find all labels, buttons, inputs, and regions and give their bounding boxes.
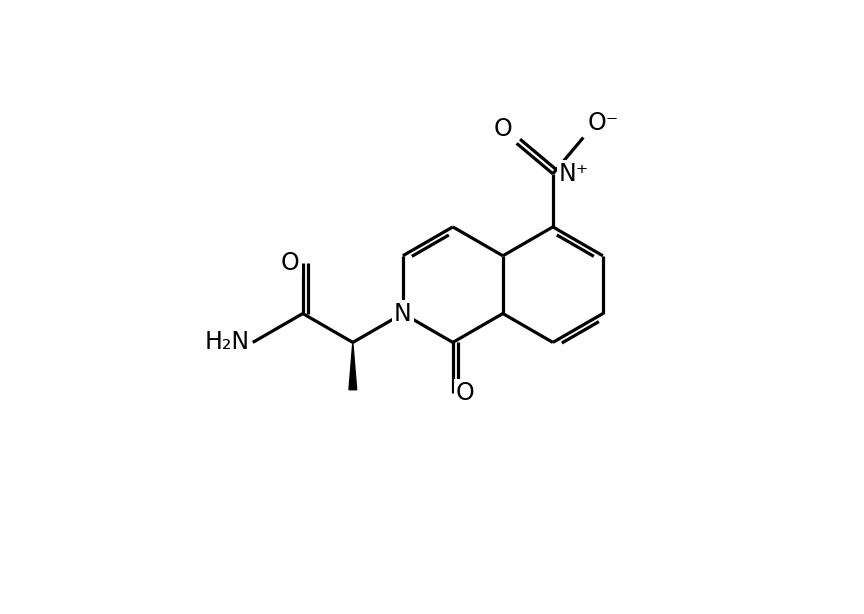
Polygon shape: [349, 343, 357, 390]
Text: O⁻: O⁻: [588, 111, 619, 135]
Text: O: O: [281, 251, 300, 274]
Text: N: N: [394, 301, 412, 325]
Text: N⁺: N⁺: [559, 161, 589, 186]
Text: O: O: [456, 381, 474, 405]
Text: O: O: [493, 117, 512, 141]
Text: H₂N: H₂N: [205, 330, 250, 354]
